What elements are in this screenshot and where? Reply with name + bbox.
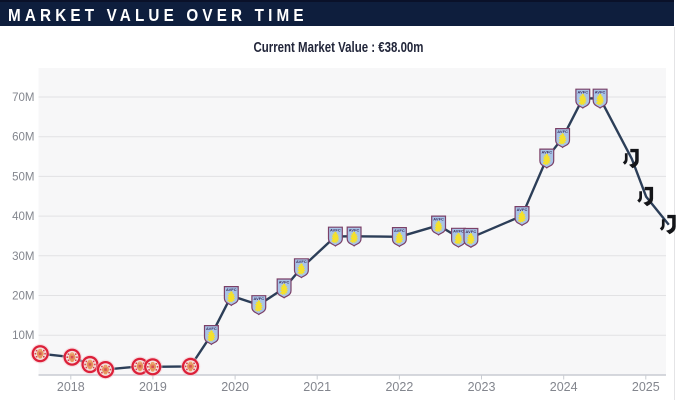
svg-text:50M: 50M	[12, 171, 34, 183]
svg-text:20M: 20M	[12, 291, 34, 303]
svg-text:30M: 30M	[12, 251, 34, 263]
svg-text:40M: 40M	[12, 211, 34, 223]
svg-text:60M: 60M	[12, 132, 34, 144]
svg-text:2021: 2021	[303, 380, 331, 394]
svg-text:2025: 2025	[632, 380, 660, 394]
svg-text:2018: 2018	[57, 380, 85, 394]
svg-text:2024: 2024	[550, 380, 578, 394]
svg-text:2019: 2019	[139, 380, 167, 394]
svg-text:2020: 2020	[221, 380, 249, 394]
svg-text:2023: 2023	[468, 380, 496, 394]
svg-text:10M: 10M	[12, 330, 34, 342]
svg-text:70M: 70M	[12, 92, 34, 104]
svg-text:2022: 2022	[385, 380, 413, 394]
